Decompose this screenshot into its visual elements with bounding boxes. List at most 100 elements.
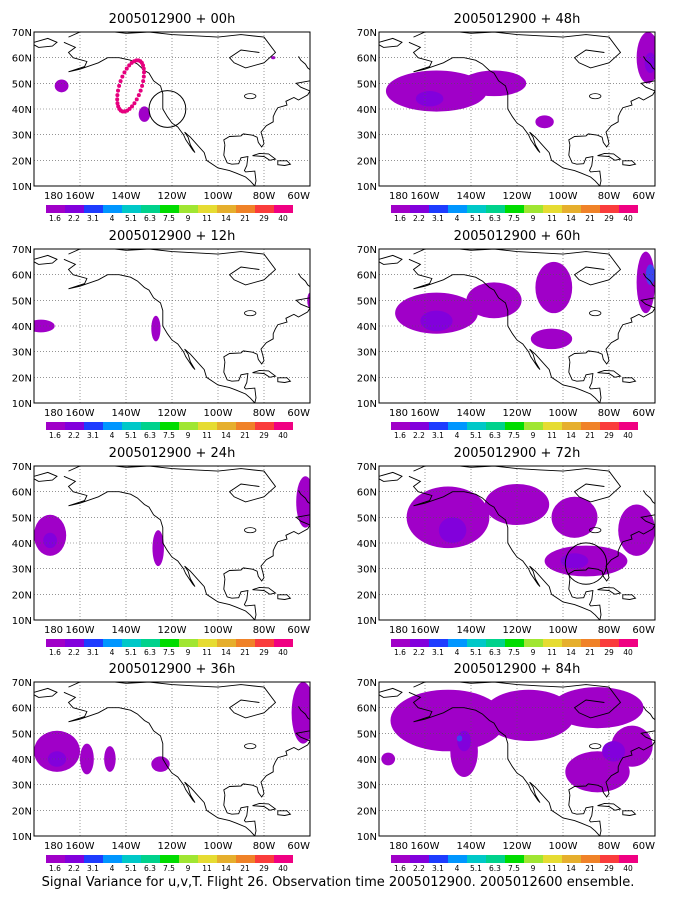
longitude-label: 120W <box>158 191 187 202</box>
variance-contour <box>291 682 310 744</box>
colorbar-label: 14 <box>221 864 231 873</box>
map-panel: 2005012900 + 72h 10N 20N 30N 40N 50N 60N 70N 180… <box>357 446 656 657</box>
latitude-label: 30N <box>12 131 32 142</box>
variance-contour <box>551 687 644 729</box>
coastline <box>408 258 601 403</box>
variance-contour <box>385 70 488 112</box>
great-lakes <box>244 743 257 750</box>
map-panel: 2005012900 + 00h 10N 20N 30N 40N 50N 60N 70N 180… <box>12 12 311 223</box>
colorbar-swatch <box>448 639 467 647</box>
colorbar-swatch <box>429 855 448 863</box>
colorbar-swatch <box>217 205 236 213</box>
colorbar-swatch <box>486 855 505 863</box>
great-lakes <box>244 527 257 534</box>
flight-track-dot <box>142 70 147 75</box>
panel-frame <box>378 31 656 187</box>
colorbar-label: 3.1 <box>432 648 444 657</box>
longitude-label: 140W <box>112 408 141 419</box>
flight-track-dot <box>124 66 129 71</box>
latitude-label: 50N <box>357 79 377 90</box>
map-panel: 2005012900 + 36h 10N 20N 30N 40N 50N 60N 70N 180… <box>12 662 311 873</box>
colorbar-label: 11 <box>202 648 212 657</box>
colorbar-label: 29 <box>604 864 614 873</box>
variance-contour <box>152 530 164 567</box>
latitude-label: 70N <box>12 462 32 473</box>
colorbar-swatch <box>236 422 255 430</box>
colorbar-label: 6.3 <box>144 214 156 223</box>
colorbar-label: 4 <box>110 214 115 223</box>
coastline <box>597 152 622 161</box>
panel-title: 2005012900 + 84h <box>454 662 581 677</box>
panel-title: 2005012900 + 24h <box>109 446 236 461</box>
latitude-label: 40N <box>357 105 377 116</box>
variance-contour <box>456 735 463 742</box>
variance-contour <box>47 751 67 767</box>
longitude-label: 60W <box>287 625 310 636</box>
colorbar-swatch <box>65 205 84 213</box>
colorbar-swatch <box>429 205 448 213</box>
colorbar-label: 40 <box>278 864 288 873</box>
variance-contour <box>270 56 276 60</box>
longitude-label: 160W <box>66 408 95 419</box>
colorbar-label: 1.6 <box>49 648 61 657</box>
colorbar-label: 3.1 <box>432 214 444 223</box>
colorbar-label: 7.5 <box>508 864 520 873</box>
longitude-label: 60W <box>287 191 310 202</box>
flight-track-dot <box>115 93 120 98</box>
latitude-label: 60N <box>357 488 377 499</box>
colorbar-label: 40 <box>623 214 633 223</box>
colorbar-label: 2.2 <box>68 214 80 223</box>
panel-frame <box>33 31 311 187</box>
longitude-label: 80W <box>598 841 621 852</box>
variance-contour <box>34 730 80 772</box>
longitude-label: 80W <box>253 191 276 202</box>
latitude-label: 10N <box>12 832 32 843</box>
colorbar-label: 2.2 <box>413 648 425 657</box>
colorbar-label: 11 <box>547 648 557 657</box>
coastline <box>63 41 256 186</box>
colorbar-label: 2.2 <box>413 864 425 873</box>
panel-body <box>34 249 310 403</box>
latitude-label: 10N <box>12 399 32 410</box>
colorbar-label: 7.5 <box>508 214 520 223</box>
colorbar-swatch <box>486 639 505 647</box>
variance-contour <box>307 292 310 309</box>
longitude-label: 60W <box>287 841 310 852</box>
coastline <box>223 56 310 148</box>
latitude-label: 40N <box>12 539 32 550</box>
colorbar-swatch <box>619 205 638 213</box>
coastline <box>252 152 277 161</box>
colorbar-label: 7.5 <box>163 864 175 873</box>
longitude-label: 120W <box>503 191 532 202</box>
colorbar-swatch <box>543 855 562 863</box>
great-lakes <box>244 93 257 100</box>
colorbar-label: 29 <box>259 648 269 657</box>
panel-body <box>379 249 655 403</box>
colorbar-label: 11 <box>547 431 557 440</box>
panel-frame <box>33 681 311 837</box>
colorbar-label: 11 <box>202 864 212 873</box>
colorbar-swatch <box>524 205 543 213</box>
colorbar-swatch <box>160 855 179 863</box>
variance-contour <box>415 91 444 107</box>
coastline <box>568 490 655 582</box>
flight-track-dot <box>118 79 123 84</box>
latitude-label: 50N <box>12 296 32 307</box>
latitude-label: 40N <box>12 322 32 333</box>
latitude-label: 10N <box>12 182 32 193</box>
latitude-label: 10N <box>12 616 32 627</box>
colorbar-swatch <box>255 639 274 647</box>
coastline <box>223 706 310 798</box>
coastline <box>568 273 655 365</box>
latitude-label: 30N <box>357 565 377 576</box>
longitude-label: 100W <box>204 625 233 636</box>
map-panel: 2005012900 + 84h 10N 20N 30N 40N 50N 60N 70N 180… <box>357 662 656 873</box>
latitude-label: 40N <box>357 322 377 333</box>
colorbar-label: 29 <box>259 431 269 440</box>
colorbar-label: 2.2 <box>413 214 425 223</box>
longitude-label: 160W <box>411 408 440 419</box>
flight-track-dot <box>140 83 145 88</box>
longitude-label: 140W <box>112 841 141 852</box>
colorbar-label: 5.1 <box>125 648 137 657</box>
colorbar-swatch <box>410 205 429 213</box>
